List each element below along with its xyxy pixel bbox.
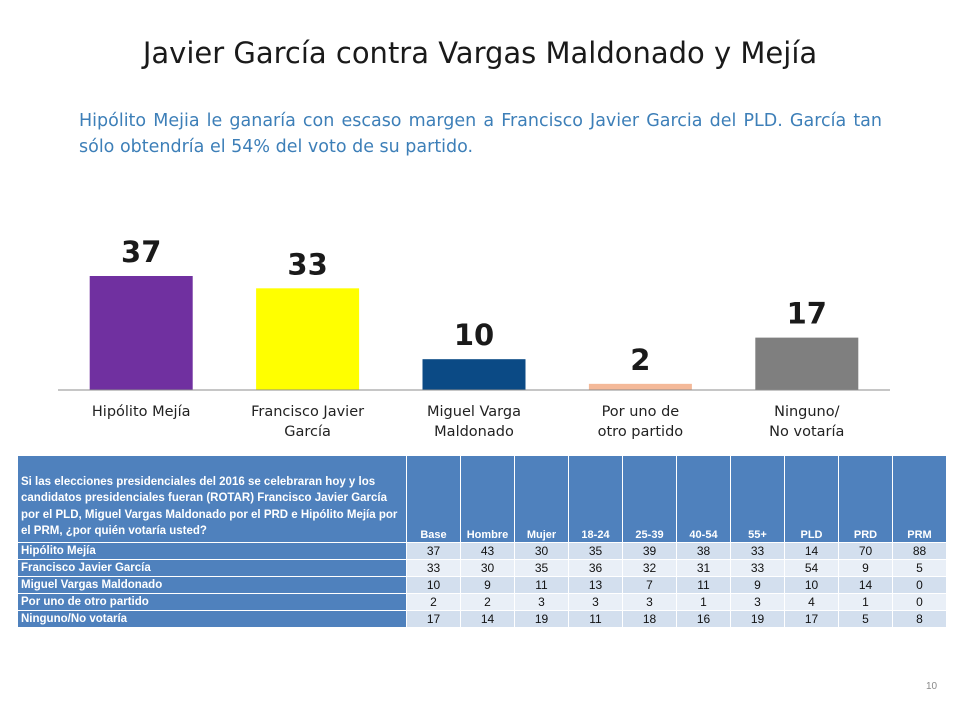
row-label: Miguel Vargas Maldonado (17, 576, 407, 594)
table-cell: 14 (838, 576, 893, 594)
column-header: 25-39 (622, 455, 677, 543)
table-cell: 13 (568, 576, 623, 594)
table-cell: 3 (622, 593, 677, 611)
table-row: Francisco Javier García 33 30 35 36 32 31 33 54 9… (17, 559, 947, 577)
table-cell: 2 (460, 593, 515, 611)
column-header: PRD (838, 455, 893, 543)
column-header: Hombre (460, 455, 515, 543)
row-label: Ninguno/No votaría (17, 610, 407, 628)
bar (256, 288, 360, 390)
table-cell: 14 (460, 610, 515, 628)
table-cell: 5 (838, 610, 893, 628)
table-cell: 30 (514, 542, 569, 560)
poll-table: Si las elecciones presidenciales del 201… (17, 455, 947, 628)
row-label: Hipólito Mejía (17, 542, 407, 560)
bar (755, 337, 859, 390)
table-cell: 19 (730, 610, 785, 628)
bar-chart: 37 Hipólito Mejía 33 Francisco Javier García… (58, 235, 890, 440)
table-cell: 18 (622, 610, 677, 628)
table-cell: 70 (838, 542, 893, 560)
category-label: Ninguno/ (774, 404, 840, 420)
table-cell: 7 (622, 576, 677, 594)
question-header: Si las elecciones presidenciales del 201… (17, 455, 407, 543)
table-cell: 88 (892, 542, 947, 560)
slide-title: Javier García contra Vargas Maldonado y … (142, 36, 818, 70)
data-label: 33 (287, 247, 327, 281)
table-cell: 3 (568, 593, 623, 611)
slide-subtitle: Hipólito Mejia le ganaría con escaso mar… (79, 111, 882, 157)
table-cell: 16 (676, 610, 731, 628)
bar (588, 383, 692, 390)
table-cell: 9 (460, 576, 515, 594)
data-label: 17 (787, 297, 827, 331)
table-cell: 4 (784, 593, 839, 611)
column-header: Mujer (514, 455, 569, 543)
table-cell: 0 (892, 593, 947, 611)
table-row: Miguel Vargas Maldonado 10 9 11 13 7 11 9 10 14 0 (17, 576, 947, 594)
table-cell: 36 (568, 559, 623, 577)
category-label: No votaría (769, 424, 844, 440)
table-cell: 9 (730, 576, 785, 594)
table-cell: 17 (406, 610, 461, 628)
table-cell: 5 (892, 559, 947, 577)
bar (89, 276, 193, 390)
row-label: Francisco Javier García (17, 559, 407, 577)
table-cell: 11 (514, 576, 569, 594)
column-header: PLD (784, 455, 839, 543)
bar (422, 359, 526, 390)
table-cell: 19 (514, 610, 569, 628)
column-header: 40-54 (676, 455, 731, 543)
table-cell: 3 (514, 593, 569, 611)
category-label: Francisco Javier (251, 404, 364, 420)
category-label: García (284, 424, 331, 440)
table-cell: 33 (406, 559, 461, 577)
table-cell: 39 (622, 542, 677, 560)
table-cell: 11 (676, 576, 731, 594)
table-cell: 8 (892, 610, 947, 628)
table-cell: 43 (460, 542, 515, 560)
page-number: 10 (926, 681, 938, 692)
table-row: Hipólito Mejía 37 43 30 35 39 38 33 14 70 88 (17, 542, 947, 560)
data-label: 2 (630, 343, 650, 377)
table-cell: 33 (730, 559, 785, 577)
table-cell: 14 (784, 542, 839, 560)
column-header: Base (406, 455, 461, 543)
column-header: PRM (892, 455, 947, 543)
table-header-row: Si las elecciones presidenciales del 201… (17, 455, 947, 543)
category-label: Hipólito Mejía (92, 404, 191, 420)
table-row: Ninguno/No votaría 17 14 19 11 18 16 19 17 5 8 (17, 610, 947, 628)
category-label: Por uno de (602, 404, 680, 420)
table-cell: 30 (460, 559, 515, 577)
table-cell: 35 (568, 542, 623, 560)
data-label: 37 (121, 235, 161, 269)
table-cell: 32 (622, 559, 677, 577)
table-cell: 10 (406, 576, 461, 594)
table-cell: 1 (838, 593, 893, 611)
table-cell: 9 (838, 559, 893, 577)
table-cell: 1 (676, 593, 731, 611)
column-header: 55+ (730, 455, 785, 543)
category-label: Miguel Varga (427, 404, 521, 420)
table-cell: 10 (784, 576, 839, 594)
table-cell: 38 (676, 542, 731, 560)
table-cell: 35 (514, 559, 569, 577)
category-label: otro partido (598, 424, 684, 440)
table-cell: 37 (406, 542, 461, 560)
data-label: 10 (454, 318, 494, 352)
column-header: 18-24 (568, 455, 623, 543)
table-cell: 11 (568, 610, 623, 628)
table-cell: 3 (730, 593, 785, 611)
row-label: Por uno de otro partido (17, 593, 407, 611)
table-row: Por uno de otro partido 2 2 3 3 3 1 3 4 1 0 (17, 593, 947, 611)
table-cell: 54 (784, 559, 839, 577)
table-cell: 0 (892, 576, 947, 594)
table-cell: 31 (676, 559, 731, 577)
table-cell: 2 (406, 593, 461, 611)
category-label: Maldonado (434, 424, 514, 440)
table-cell: 17 (784, 610, 839, 628)
table-cell: 33 (730, 542, 785, 560)
